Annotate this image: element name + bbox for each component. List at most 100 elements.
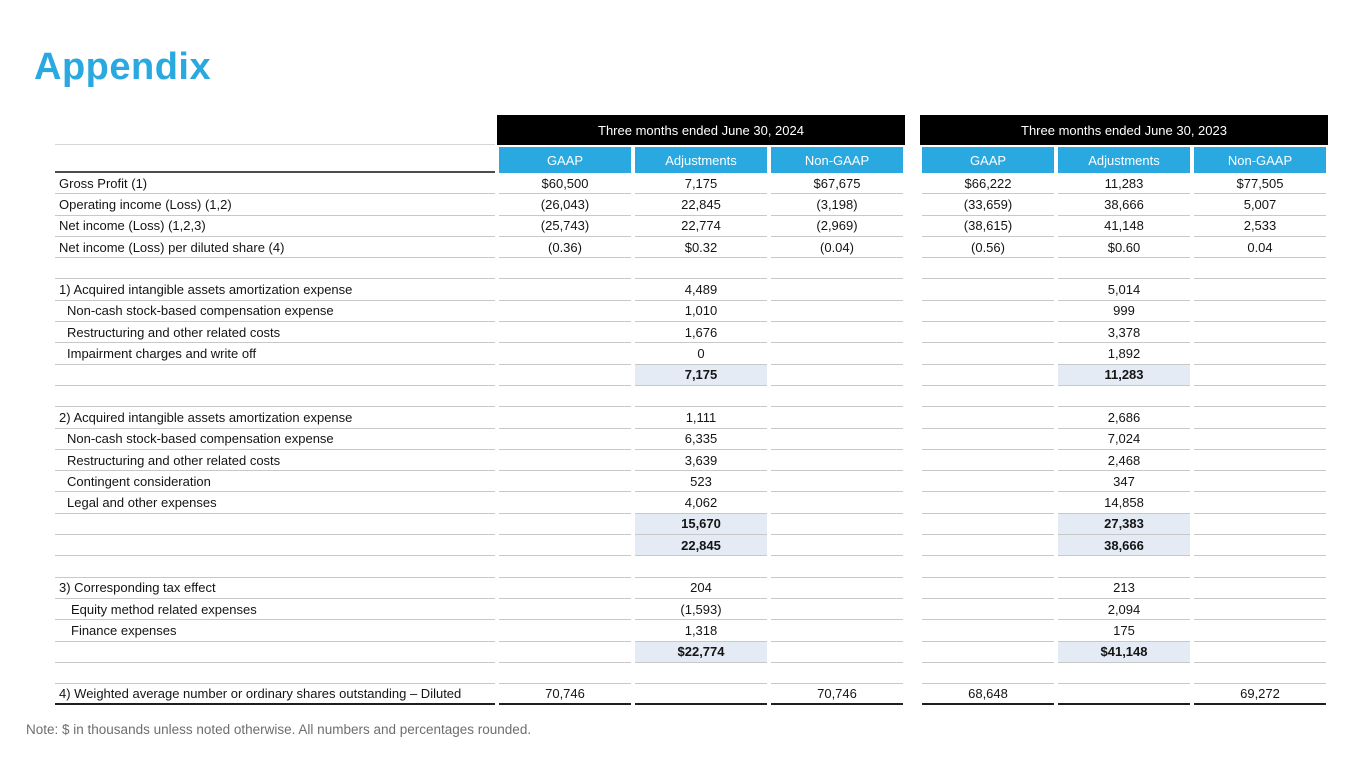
- cell-value: [920, 429, 1056, 450]
- cell-value: [497, 578, 633, 599]
- cell-value: [1192, 429, 1328, 450]
- cell-value: [497, 492, 633, 514]
- cell-value: [769, 642, 905, 663]
- group-gap: [905, 237, 920, 258]
- cell-value: $66,222: [920, 173, 1056, 195]
- table-row: 2) Acquired intangible assets amortizati…: [55, 407, 1328, 429]
- cell-value: [769, 407, 905, 429]
- cell-value: [497, 429, 633, 450]
- cell-value: 213: [1056, 578, 1192, 599]
- cell-value: (33,659): [920, 194, 1056, 216]
- row-label: [55, 365, 497, 386]
- row-label: 2) Acquired intangible assets amortizati…: [55, 407, 497, 429]
- cell-value: $0.32: [633, 237, 769, 259]
- cell-value: 5,014: [1056, 279, 1192, 301]
- table-spacer-row: [55, 258, 1328, 280]
- cell-value: 38,666: [1056, 194, 1192, 216]
- cell-value: [920, 365, 1056, 386]
- cell-value: [633, 556, 769, 578]
- cell-value: [1192, 386, 1328, 408]
- cell-value: 0.04: [1192, 237, 1328, 259]
- cell-value: 70,746: [769, 684, 905, 706]
- group-gap: [905, 429, 920, 450]
- row-label: 1) Acquired intangible assets amortizati…: [55, 279, 497, 301]
- row-label: Operating income (Loss) (1,2): [55, 194, 497, 216]
- cell-value: [633, 258, 769, 280]
- cell-value: [497, 258, 633, 280]
- cell-value: 41,148: [1056, 216, 1192, 237]
- table-spacer-row: [55, 556, 1328, 578]
- cell-value: (38,615): [920, 216, 1056, 237]
- cell-value: [920, 301, 1056, 323]
- cell-value: [920, 599, 1056, 621]
- cell-value: [769, 492, 905, 514]
- cell-value: 70,746: [497, 684, 633, 706]
- table-row: Restructuring and other related costs 1,6…: [55, 322, 1328, 344]
- cell-value: [497, 663, 633, 685]
- cell-value: [769, 663, 905, 685]
- cell-value: [1192, 663, 1328, 685]
- cell-value: [497, 322, 633, 344]
- cell-value: [1192, 301, 1328, 323]
- cell-value: (0.56): [920, 237, 1056, 259]
- cell-value: 2,468: [1056, 450, 1192, 472]
- table-row: Legal and other expenses 4,062 14,858: [55, 492, 1328, 514]
- cell-value: [497, 450, 633, 472]
- cell-value: [497, 514, 633, 536]
- cell-value: [633, 663, 769, 685]
- gaap-reconciliation-table: Three months ended June 30, 2024 Three m…: [55, 115, 1328, 706]
- row-label: [55, 535, 497, 557]
- cell-value: [1192, 258, 1328, 280]
- cell-value: [920, 322, 1056, 344]
- table-row: Restructuring and other related costs 3,6…: [55, 450, 1328, 472]
- cell-value: [633, 386, 769, 408]
- cell-value: 523: [633, 471, 769, 493]
- group-gap: [905, 147, 920, 173]
- cell-value: [769, 386, 905, 408]
- cell-value: 1,111: [633, 407, 769, 429]
- cell-value: 11,283: [1056, 364, 1192, 386]
- table-row: 3) Corresponding tax effect 204 213: [55, 578, 1328, 599]
- cell-value: [1056, 386, 1192, 408]
- cell-value: (26,043): [497, 194, 633, 216]
- cell-value: [769, 279, 905, 301]
- cell-value: [769, 258, 905, 280]
- column-header-adjustments-2023: Adjustments: [1056, 147, 1192, 173]
- group-gap: [905, 279, 920, 300]
- cell-value: [769, 535, 905, 557]
- table-column-header-row: GAAP Adjustments Non-GAAP GAAP Adjustmen…: [55, 147, 1328, 173]
- cell-value: (0.04): [769, 237, 905, 259]
- column-header-label-spacer: [55, 147, 497, 173]
- row-label: Equity method related expenses: [55, 599, 497, 621]
- cell-value: 5,007: [1192, 194, 1328, 216]
- group-header-2023: Three months ended June 30, 2023: [920, 115, 1328, 145]
- cell-value: (3,198): [769, 194, 905, 216]
- table-spacer-row: [55, 386, 1328, 408]
- cell-value: 69,272: [1192, 684, 1328, 706]
- cell-value: [497, 535, 633, 557]
- cell-value: [497, 599, 633, 621]
- row-label: Non-cash stock-based compensation expens…: [55, 301, 497, 323]
- cell-value: [769, 620, 905, 642]
- cell-value: [920, 663, 1056, 685]
- cell-value: [920, 471, 1056, 493]
- column-header-nongaap-2023: Non-GAAP: [1192, 147, 1328, 173]
- table-row: 22,845 38,666: [55, 535, 1328, 557]
- cell-value: [497, 620, 633, 642]
- cell-value: [769, 599, 905, 621]
- cell-value: [769, 322, 905, 344]
- cell-value: 4,489: [633, 279, 769, 301]
- row-label: Restructuring and other related costs: [55, 322, 497, 344]
- row-label: Impairment charges and write off: [55, 343, 497, 365]
- cell-value: 999: [1056, 301, 1192, 323]
- cell-value: [920, 620, 1056, 642]
- group-gap: [905, 322, 920, 343]
- cell-value: [920, 279, 1056, 301]
- group-gap: [905, 258, 920, 279]
- cell-value: [1192, 492, 1328, 514]
- cell-value: [769, 429, 905, 450]
- cell-value: 22,845: [633, 535, 769, 557]
- column-header-adjustments-2024: Adjustments: [633, 147, 769, 173]
- table-row: Finance expenses 1,318 175: [55, 620, 1328, 642]
- cell-value: $60,500: [497, 173, 633, 195]
